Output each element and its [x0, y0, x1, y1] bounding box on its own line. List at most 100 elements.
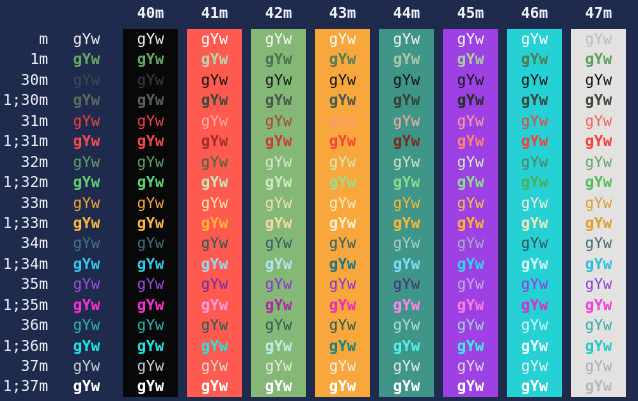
- color-cell: gYw: [251, 356, 306, 377]
- column-header-44m: 44m: [392, 4, 421, 22]
- color-cell: gYw: [571, 131, 626, 152]
- color-cell: gYw: [571, 315, 626, 336]
- color-cell: gYw: [507, 151, 562, 173]
- color-cell: gYw: [443, 49, 498, 70]
- color-cell: gYw: [379, 253, 434, 275]
- color-cell: gYw: [251, 192, 306, 213]
- color-cell: gYw: [251, 253, 306, 275]
- row-label: 1;34m: [2, 254, 48, 273]
- color-cell: gYw: [187, 376, 242, 397]
- color-cell: gYw: [507, 131, 562, 152]
- color-cell: gYw: [571, 274, 626, 295]
- color-cell: gYw: [187, 151, 242, 173]
- row-label: 1;32m: [2, 173, 48, 192]
- color-cell: gYw: [315, 356, 370, 377]
- color-cell: gYw: [123, 253, 178, 275]
- color-cell: gYw: [507, 356, 562, 377]
- color-cell: gYw: [187, 172, 242, 193]
- color-cell: gYw: [123, 335, 178, 356]
- row-label: 36m: [20, 316, 48, 335]
- color-cell: gYw: [315, 90, 370, 111]
- color-cell: gYw: [315, 376, 370, 397]
- color-cell: gYw: [123, 172, 178, 193]
- column-header-41m: 41m: [200, 4, 229, 22]
- color-cell: gYw: [251, 376, 306, 397]
- color-cell: gYw: [571, 172, 626, 193]
- column-header-43m: 43m: [328, 4, 357, 22]
- color-cell: gYw: [571, 212, 626, 234]
- row-label: 34m: [20, 234, 48, 253]
- color-cell: gYw: [379, 69, 434, 91]
- color-cell: gYw: [123, 192, 178, 213]
- terminal-output-grid: 40m 41m 42m 43m 44m 45m 46m 47m m gYw gYw gYw gYw gYw…: [2, 0, 626, 397]
- color-cell: gYw: [379, 212, 434, 234]
- color-cell: gYw: [123, 376, 178, 397]
- color-cell: gYw: [443, 192, 498, 213]
- color-cell: gYw: [443, 90, 498, 111]
- row-label: 1;30m: [2, 91, 48, 110]
- color-cell: gYw: [123, 110, 178, 132]
- color-cell: gYw: [123, 233, 178, 254]
- color-cell: gYw: [507, 69, 562, 91]
- color-cell: gYw: [507, 253, 562, 275]
- color-cell: gYw: [507, 212, 562, 234]
- row-label: 1m: [29, 50, 48, 69]
- color-cell: gYw: [251, 69, 306, 91]
- color-cell: gYw: [187, 274, 242, 295]
- color-cell: gYw: [72, 193, 101, 212]
- column-header-default: [59, 0, 114, 29]
- color-cell: gYw: [315, 315, 370, 336]
- row-label: 1;36m: [2, 336, 48, 355]
- color-cell: gYw: [507, 294, 562, 316]
- color-cell: gYw: [315, 233, 370, 254]
- color-cell: gYw: [379, 376, 434, 397]
- column-header-46m: 46m: [520, 4, 549, 22]
- color-cell: gYw: [379, 131, 434, 152]
- color-cell: gYw: [187, 212, 242, 234]
- color-cell: gYw: [187, 315, 242, 336]
- color-cell: gYw: [315, 294, 370, 316]
- color-cell: gYw: [507, 233, 562, 254]
- color-cell: gYw: [443, 294, 498, 316]
- color-cell: gYw: [379, 315, 434, 336]
- color-cell: gYw: [72, 336, 101, 355]
- color-cell: gYw: [251, 151, 306, 173]
- color-cell: gYw: [72, 91, 101, 110]
- color-cell: gYw: [379, 192, 434, 213]
- color-cell: gYw: [315, 151, 370, 173]
- color-cell: gYw: [315, 49, 370, 70]
- color-cell: gYw: [72, 275, 101, 294]
- color-cell: gYw: [507, 29, 562, 50]
- color-cell: gYw: [315, 212, 370, 234]
- color-cell: gYw: [72, 357, 101, 375]
- color-cell: gYw: [443, 172, 498, 193]
- color-cell: gYw: [443, 274, 498, 295]
- color-cell: gYw: [443, 356, 498, 377]
- color-cell: gYw: [251, 233, 306, 254]
- color-cell: gYw: [507, 315, 562, 336]
- color-cell: gYw: [187, 69, 242, 91]
- row-label: 1;37m: [2, 377, 48, 396]
- color-cell: gYw: [571, 90, 626, 111]
- color-cell: gYw: [123, 274, 178, 295]
- color-cell: gYw: [72, 70, 101, 89]
- color-cell: gYw: [571, 49, 626, 70]
- row-label: 1;35m: [2, 295, 48, 314]
- color-cell: gYw: [443, 233, 498, 254]
- color-cell: gYw: [251, 110, 306, 132]
- row-label: 32m: [20, 152, 48, 171]
- color-cell: gYw: [72, 234, 101, 253]
- color-cell: gYw: [571, 253, 626, 275]
- color-cell: gYw: [251, 294, 306, 316]
- color-cell: gYw: [379, 90, 434, 111]
- color-cell: gYw: [123, 151, 178, 173]
- color-cell: gYw: [123, 356, 178, 377]
- color-cell: gYw: [507, 49, 562, 70]
- color-cell: gYw: [507, 110, 562, 132]
- color-cell: gYw: [72, 254, 101, 273]
- color-cell: gYw: [251, 131, 306, 152]
- color-cell: gYw: [315, 192, 370, 213]
- column-header-47m: 47m: [584, 4, 613, 22]
- color-cell: gYw: [443, 335, 498, 356]
- color-cell: gYw: [72, 377, 101, 396]
